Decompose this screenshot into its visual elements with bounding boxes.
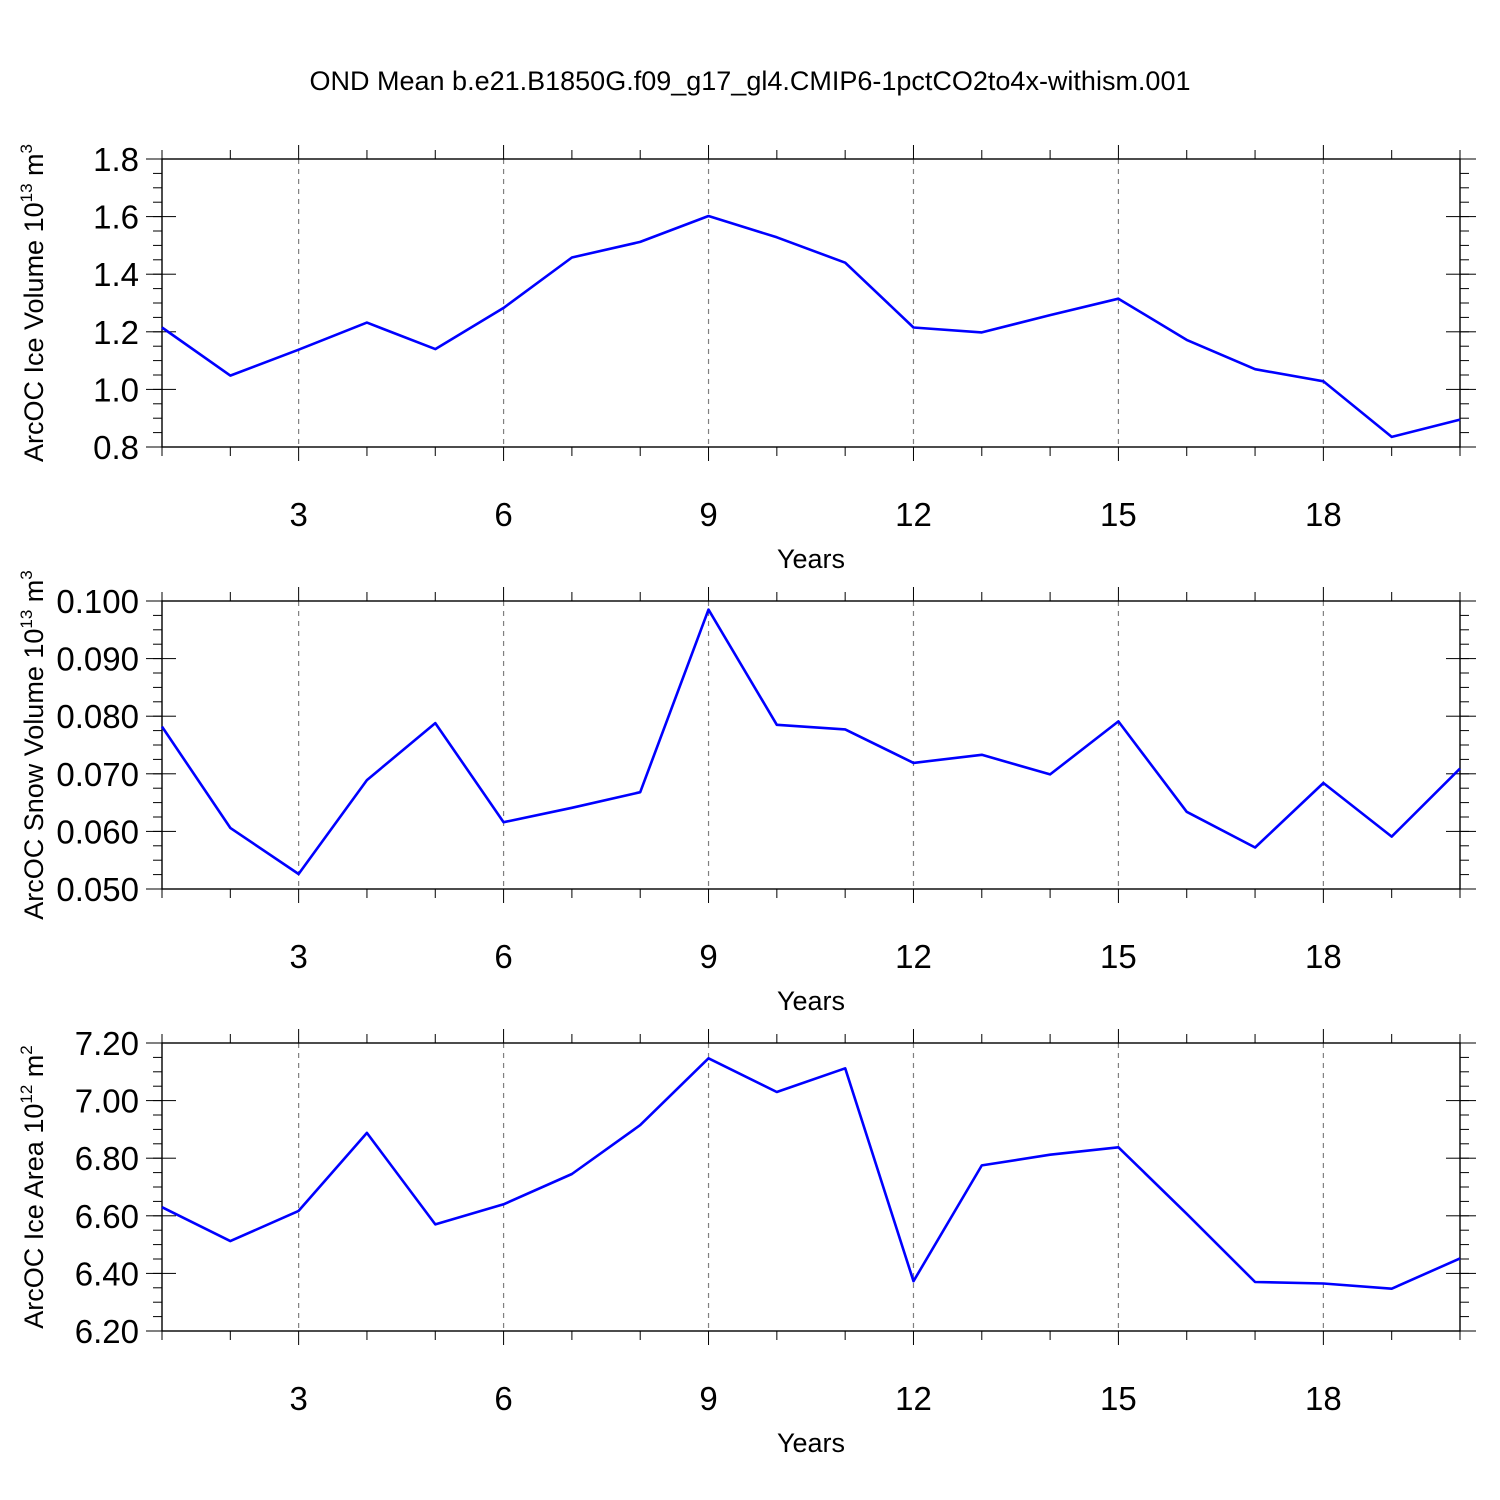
x-tick-label: 3: [289, 496, 307, 533]
y-tick-label: 0.070: [56, 756, 139, 793]
series-line: [162, 610, 1460, 874]
series-line: [162, 216, 1460, 437]
y-tick-label: 1.6: [93, 199, 139, 236]
x-tick-label: 9: [699, 938, 717, 975]
y-axis-label: ArcOC Ice Volume 1013 m3: [17, 144, 49, 462]
y-tick-label: 6.20: [75, 1313, 139, 1350]
chart-panel-3: 3 6 9 12 15 18 6.20 6.40 6.60 6.80 7.00 7.20 Years Ar…: [17, 1025, 1476, 1458]
x-axis-label: Years: [777, 544, 845, 574]
y-tick-label: 0.050: [56, 871, 139, 908]
chart-panel-1: 3 6 9 12 15 18 0.8 1.0 1.2 1.4 1.6 1.8 Years ArcOC Ic…: [17, 141, 1476, 574]
plot-frame: [162, 159, 1460, 447]
y-tick-label: 0.060: [56, 813, 139, 850]
x-tick-label: 18: [1305, 938, 1342, 975]
x-tick-label: 3: [289, 938, 307, 975]
y-tick-label: 0.080: [56, 698, 139, 735]
figure-canvas: OND Mean b.e21.B1850G.f09_g17_gl4.CMIP6-…: [0, 0, 1500, 1500]
x-tick-label: 6: [494, 496, 512, 533]
x-tick-label: 15: [1100, 1380, 1137, 1417]
x-axis-label: Years: [777, 1428, 845, 1458]
y-tick-label: 7.00: [75, 1083, 139, 1120]
y-axis-label: ArcOC Ice Area 1012 m2: [17, 1045, 49, 1329]
x-tick-label: 12: [895, 496, 932, 533]
figure-title: OND Mean b.e21.B1850G.f09_g17_gl4.CMIP6-…: [310, 66, 1191, 96]
y-tick-label: 1.0: [93, 371, 139, 408]
y-tick-label: 1.4: [93, 256, 139, 293]
x-tick-label: 6: [494, 938, 512, 975]
y-tick-label: 1.2: [93, 314, 139, 351]
plot-frame: [162, 1043, 1460, 1331]
y-tick-label: 0.100: [56, 583, 139, 620]
y-axis-label: ArcOC Snow Volume 1013 m3: [17, 570, 49, 920]
plot-frame: [162, 601, 1460, 889]
y-tick-label: 0.090: [56, 641, 139, 678]
y-tick-label: 1.8: [93, 141, 139, 178]
y-tick-label: 0.8: [93, 429, 139, 466]
x-tick-label: 18: [1305, 1380, 1342, 1417]
series-line: [162, 1058, 1460, 1288]
y-tick-label: 6.80: [75, 1140, 139, 1177]
x-tick-label: 9: [699, 1380, 717, 1417]
y-tick-label: 6.40: [75, 1255, 139, 1292]
chart-panel-2: 3 6 9 12 15 18 0.050 0.060 0.070 0.080 0.090 0.100 Y…: [17, 570, 1476, 1016]
chart-panels: 3 6 9 12 15 18 0.8 1.0 1.2 1.4 1.6 1.8 Years ArcOC Ic…: [17, 141, 1476, 1458]
x-tick-label: 15: [1100, 496, 1137, 533]
x-tick-label: 3: [289, 1380, 307, 1417]
y-tick-label: 7.20: [75, 1025, 139, 1062]
y-tick-label: 6.60: [75, 1198, 139, 1235]
x-tick-label: 12: [895, 938, 932, 975]
x-tick-label: 18: [1305, 496, 1342, 533]
x-axis-label: Years: [777, 986, 845, 1016]
x-tick-label: 9: [699, 496, 717, 533]
x-tick-label: 15: [1100, 938, 1137, 975]
x-tick-label: 6: [494, 1380, 512, 1417]
x-tick-label: 12: [895, 1380, 932, 1417]
